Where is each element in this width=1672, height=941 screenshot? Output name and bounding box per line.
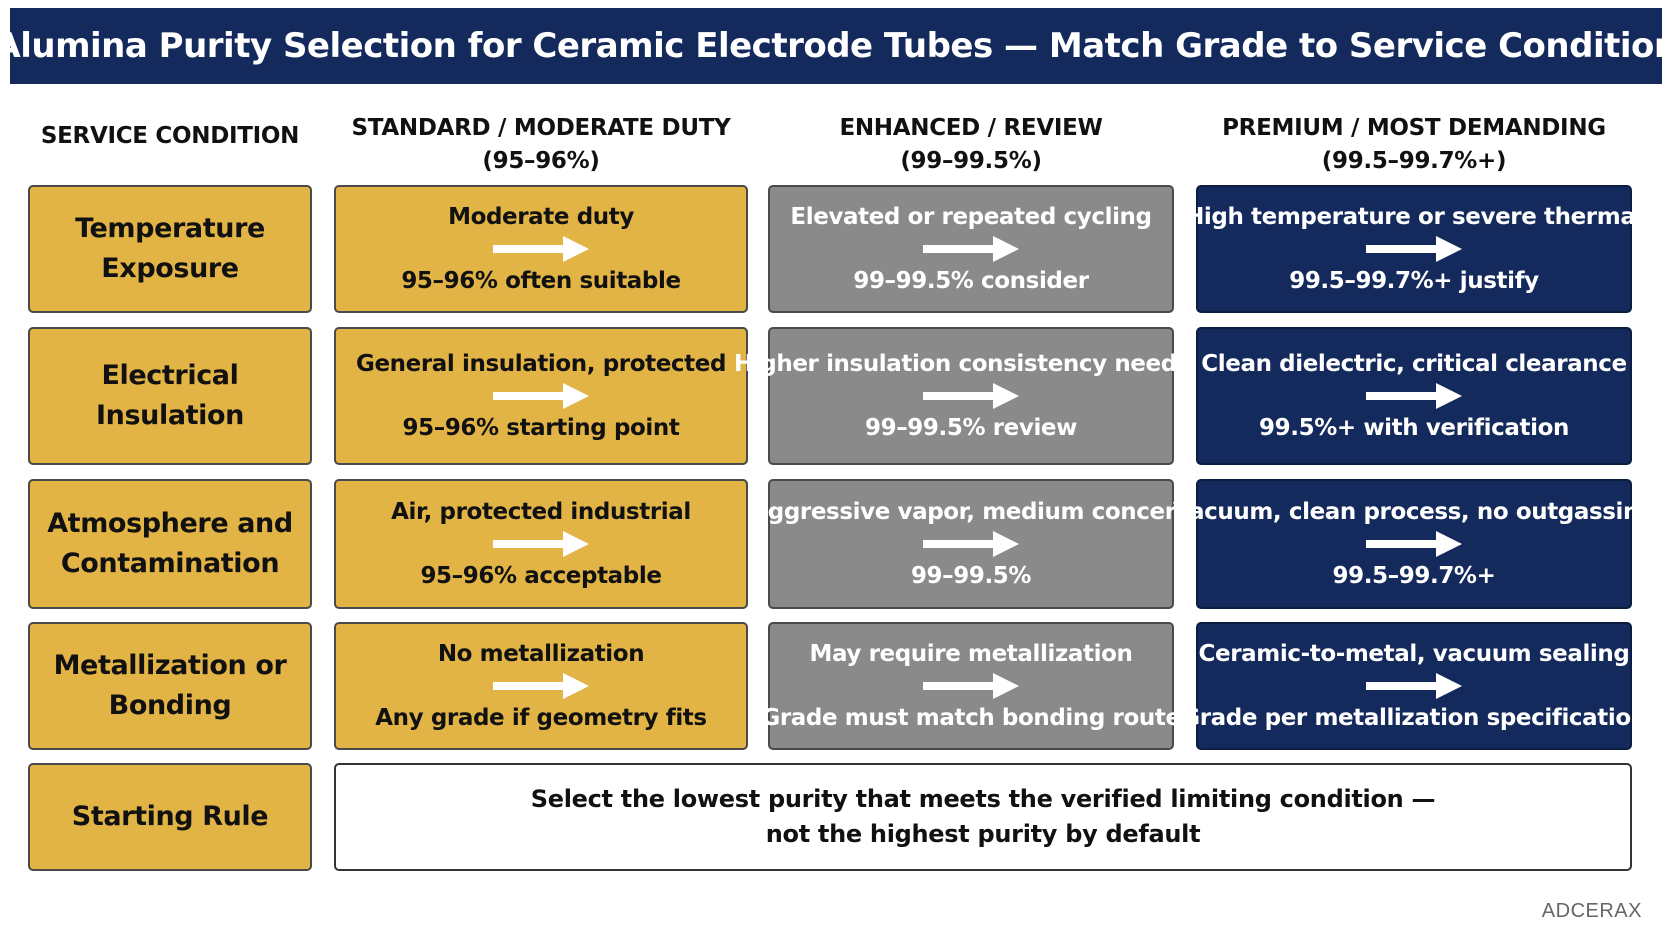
header-standard-name: STANDARD / MODERATE DUTY xyxy=(351,115,731,141)
condition-text: Ceramic-to-metal, vacuum sealing xyxy=(1198,641,1630,667)
header-premium: PREMIUM / MOST DEMANDING (99.5–99.7%+) xyxy=(1196,112,1632,178)
right-arrow-icon xyxy=(493,673,589,699)
condition-text: Elevated or repeated cycling xyxy=(790,204,1152,230)
header-premium-range: (99.5–99.7%+) xyxy=(1321,148,1507,174)
starting-rule-line2: not the highest purity by default xyxy=(765,820,1201,848)
row-label-text: Starting Rule xyxy=(71,801,269,832)
cell-electrical-standard: General insulation, protected 95–96% sta… xyxy=(334,327,748,465)
condition-text: General insulation, protected xyxy=(355,351,727,377)
right-arrow-icon xyxy=(1366,531,1462,557)
row-label-text: Electrical Insulation xyxy=(96,360,244,431)
right-arrow-icon xyxy=(923,673,1019,699)
row-label-text: Temperature Exposure xyxy=(75,213,265,284)
row-label-line2: Contamination xyxy=(60,548,280,579)
condition-text: Higher insulation consistency needed xyxy=(733,351,1209,377)
result-text: Grade must match bonding route xyxy=(761,705,1181,731)
cell-temperature-enhanced: Elevated or repeated cycling 99–99.5% co… xyxy=(768,185,1174,313)
brand-watermark: ADCERAX xyxy=(1541,900,1642,922)
cell-electrical-enhanced: Higher insulation consistency needed 99–… xyxy=(734,327,1208,465)
header-enhanced-range: (99–99.5%) xyxy=(900,148,1042,174)
cell-metallization-enhanced: May require metallization Grade must mat… xyxy=(761,622,1181,750)
page-title: Alumina Purity Selection for Ceramic Ele… xyxy=(0,8,1672,84)
cell-metallization-premium: Ceramic-to-metal, vacuum sealing Grade p… xyxy=(1181,622,1647,750)
condition-text: Clean dielectric, critical clearance xyxy=(1201,351,1627,377)
right-arrow-icon xyxy=(1366,673,1462,699)
result-text: 99–99.5% xyxy=(910,563,1032,589)
header-enhanced: ENHANCED / REVIEW (99–99.5%) xyxy=(768,112,1174,178)
condition-text: May require metallization xyxy=(809,641,1133,667)
result-text: 95–96% acceptable xyxy=(420,563,662,589)
right-arrow-icon xyxy=(923,236,1019,262)
right-arrow-icon xyxy=(923,531,1019,557)
row-label-line2: Bonding xyxy=(108,690,232,721)
row-label-starting-rule: Starting Rule xyxy=(28,763,312,871)
right-arrow-icon xyxy=(493,383,589,409)
result-text: 95–96% often suitable xyxy=(401,268,681,294)
header-enhanced-name: ENHANCED / REVIEW xyxy=(839,115,1103,141)
result-text: 99.5%+ with verification xyxy=(1259,415,1569,441)
right-arrow-icon xyxy=(493,531,589,557)
row-label-temperature: Temperature Exposure xyxy=(28,185,312,313)
starting-rule-box: Select the lowest purity that meets the … xyxy=(334,763,1632,871)
cell-electrical-premium: Clean dielectric, critical clearance 99.… xyxy=(1196,327,1632,465)
condition-text: Air, protected industrial xyxy=(391,499,691,525)
result-text: 99–99.5% review xyxy=(865,415,1077,441)
row-label-line1: Atmosphere and xyxy=(47,508,293,539)
right-arrow-icon xyxy=(1366,383,1462,409)
condition-text: High temperature or severe thermal xyxy=(1185,204,1643,230)
header-service-condition: SERVICE CONDITION xyxy=(40,123,300,149)
cell-atmosphere-standard: Air, protected industrial 95–96% accepta… xyxy=(334,479,748,609)
result-text: Any grade if geometry fits xyxy=(375,705,707,731)
result-text: 99.5–99.7%+ xyxy=(1332,563,1496,589)
row-label-metallization: Metallization or Bonding xyxy=(28,622,312,750)
right-arrow-icon xyxy=(923,383,1019,409)
condition-text: No metallization xyxy=(437,641,645,667)
result-text: Grade per metallization specification xyxy=(1181,705,1647,731)
row-label-electrical: Electrical Insulation xyxy=(28,327,312,465)
right-arrow-icon xyxy=(493,236,589,262)
cell-atmosphere-premium: Vacuum, clean process, no outgassing 99.… xyxy=(1173,479,1655,609)
condition-text: Aggressive vapor, medium concern xyxy=(750,499,1192,525)
cell-temperature-standard: Moderate duty 95–96% often suitable xyxy=(334,185,748,313)
right-arrow-icon xyxy=(1366,236,1462,262)
condition-text: Moderate duty xyxy=(448,204,634,230)
row-label-atmosphere: Atmosphere and Contamination xyxy=(28,479,312,609)
row-label-line1: Metallization or xyxy=(53,650,287,681)
header-standard: STANDARD / MODERATE DUTY (95–96%) xyxy=(334,112,748,178)
result-text: 99–99.5% consider xyxy=(853,268,1089,294)
header-standard-range: (95–96%) xyxy=(482,148,600,174)
starting-rule-line1: Select the lowest purity that meets the … xyxy=(530,785,1436,813)
header-premium-name: PREMIUM / MOST DEMANDING xyxy=(1222,115,1606,141)
cell-temperature-premium: High temperature or severe thermal 99.5–… xyxy=(1185,185,1643,313)
result-text: 99.5–99.7%+ justify xyxy=(1289,268,1539,294)
result-text: 95–96% starting point xyxy=(402,415,680,441)
cell-atmosphere-enhanced: Aggressive vapor, medium concern 99–99.5… xyxy=(750,479,1192,609)
cell-metallization-standard: No metallization Any grade if geometry f… xyxy=(334,622,748,750)
condition-text: Vacuum, clean process, no outgassing xyxy=(1172,499,1656,525)
